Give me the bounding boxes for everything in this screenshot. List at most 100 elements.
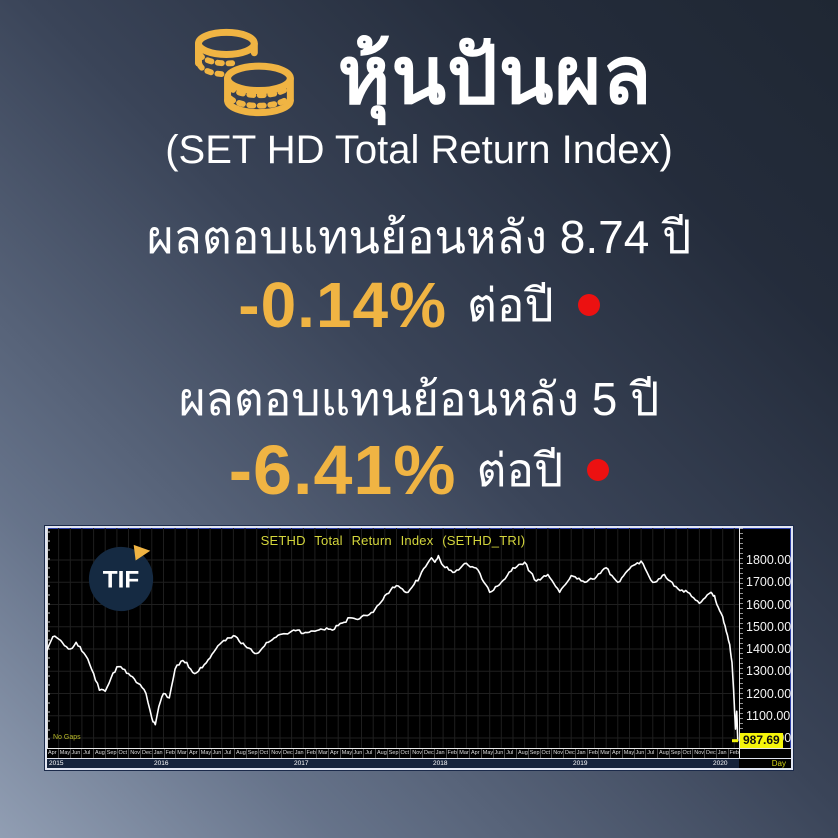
red-dot-icon (587, 459, 610, 482)
x-axis-year-label: 2016 (154, 760, 169, 768)
x-axis-month-label: Aug (93, 749, 105, 759)
x-axis-month-label: Jan (574, 749, 586, 759)
x-axis-month-label: May (198, 749, 211, 759)
stat1-value-row: -0.14% ต่อปี (0, 268, 838, 342)
x-axis-month-label: Nov (551, 749, 563, 759)
x-axis-month-label: Jan (151, 749, 163, 759)
x-axis-month-label: Mar (316, 749, 328, 759)
x-axis-month-label: Mar (457, 749, 469, 759)
no-gaps-note: No Gaps (53, 734, 81, 742)
x-axis-month-label: Aug (657, 749, 669, 759)
red-dot-icon (577, 294, 600, 317)
x-axis-month-label: Dec (281, 749, 293, 759)
x-axis-months: Apr May Jun Jul Aug Sep Oct Nov Dec Jan Feb Mar Apr M… (47, 749, 739, 759)
x-axis-month-label: Nov (692, 749, 704, 759)
svg-text:TIF: TIF (103, 567, 139, 594)
y-axis-panel: 987.69 1800.00 1700.00 1600.00 1500.00 1400.… (740, 528, 792, 749)
x-axis-month-label: Jan (292, 749, 304, 759)
y-axis-tick-label: 1400.00 (746, 642, 792, 657)
x-axis-month-label: Jun (633, 749, 645, 759)
x-axis-month-label: Mar (598, 749, 610, 759)
x-axis-month-label: Dec (140, 749, 152, 759)
x-axis-month-label: Oct (539, 749, 551, 759)
x-axis-year-label: 2017 (294, 760, 309, 768)
x-axis-month-label: Apr (328, 749, 339, 759)
x-axis-separator (739, 749, 740, 759)
last-price-badge: 987.69 (740, 733, 783, 749)
x-axis-month-label: Jul (81, 749, 93, 759)
x-axis-month-label: Sep (527, 749, 540, 759)
x-axis-month-label: Apr (469, 749, 480, 759)
x-axis-month-label: Dec (704, 749, 716, 759)
x-axis-year-label: 2019 (573, 760, 588, 768)
x-axis-month-label: Aug (516, 749, 528, 759)
x-axis-unit-label: Day (771, 759, 786, 769)
page-subtitle: (SET HD Total Return Index) (165, 128, 673, 172)
stat2-value: -6.41% (228, 431, 457, 510)
y-axis-minor-ticks (740, 528, 743, 749)
x-axis-month-label: Jul (363, 749, 375, 759)
x-axis-year-label: 2015 (49, 760, 64, 768)
x-axis-month-label: Mar (175, 749, 187, 759)
x-axis-month-label: Jun (210, 749, 222, 759)
y-axis-tick-label: 1100.00 (746, 709, 791, 724)
x-axis-year-label: 2018 (433, 760, 448, 768)
price-chart: SETHD Total Return Index (SETHD_TRI) TIF… (45, 526, 793, 771)
y-axis-tick-label: 1500.00 (746, 620, 792, 635)
coins-icon (194, 28, 294, 117)
x-axis-month-label: Jul (222, 749, 234, 759)
stat1-unit: ต่อปี (467, 278, 554, 331)
x-axis-month-label: Oct (116, 749, 128, 759)
x-axis-year-label: 2020 (713, 760, 728, 768)
x-axis-month-label: Sep (668, 749, 681, 759)
x-axis-month-label: Oct (680, 749, 692, 759)
x-axis-month-label: Feb (163, 749, 175, 759)
x-axis-month-label: Jan (715, 749, 727, 759)
x-axis-month-label: May (621, 749, 634, 759)
x-axis-month-label: Apr (610, 749, 621, 759)
stat1-label: ผลตอบแทนย้อนหลัง 8.74 ปี (146, 211, 692, 263)
x-axis-month-label: Jul (504, 749, 516, 759)
stat2-unit: ต่อปี (476, 443, 564, 496)
x-axis-month-label: Dec (563, 749, 575, 759)
x-axis-month-label: Dec (422, 749, 434, 759)
x-axis-month-label: Jun (69, 749, 81, 759)
y-axis-tick-label: 1300.00 (746, 664, 792, 679)
y-axis-line (739, 528, 740, 749)
x-axis-month-label: Feb (727, 749, 739, 759)
chart-title: SETHD Total Return Index (SETHD_TRI) (260, 533, 526, 549)
x-axis-month-label: Jul (645, 749, 657, 759)
x-axis-month-label: May (480, 749, 493, 759)
x-axis-month-label: Nov (410, 749, 422, 759)
day-cap (739, 759, 791, 769)
tif-logo: TIF (88, 545, 154, 612)
y-axis-tick-label: 1200.00 (746, 687, 792, 702)
stat2-label: ผลตอบแทนย้อนหลัง 5 ปี (178, 373, 660, 426)
x-axis-month-label: Apr (187, 749, 198, 759)
x-axis-years-row: Day 2015 2016 2017 2018 2019 2020 (47, 758, 791, 769)
x-axis-month-label: Nov (128, 749, 140, 759)
y-axis-tick-label: 1800.00 (746, 553, 792, 568)
x-axis-month-label: May (339, 749, 352, 759)
x-axis-month-label: Sep (245, 749, 258, 759)
x-axis-month-label: Nov (269, 749, 281, 759)
x-axis-month-label: Aug (375, 749, 387, 759)
x-axis-month-label: Feb (445, 749, 457, 759)
x-axis-month-label: Aug (234, 749, 246, 759)
x-axis-month-label: Jan (433, 749, 445, 759)
x-axis-month-label: Sep (386, 749, 399, 759)
x-axis-month-label: Sep (104, 749, 117, 759)
x-axis-month-label: Feb (304, 749, 316, 759)
y-axis-tick-label: 1700.00 (746, 575, 792, 590)
x-axis-month-label: Jun (492, 749, 504, 759)
y-axis-tick-label: 1600.00 (746, 598, 792, 613)
x-axis-month-label: Oct (398, 749, 410, 759)
stat1-value: -0.14% (238, 269, 448, 342)
stat2-value-row: -6.41% ต่อปี (0, 430, 838, 510)
x-axis-month-label: Apr (48, 750, 57, 757)
x-axis-month-label: May (57, 749, 70, 759)
page-title: หุ้นปันผล (337, 31, 653, 120)
x-axis-months-row: Apr May Jun Jul Aug Sep Oct Nov Dec Jan Feb Mar Apr M… (47, 748, 791, 759)
x-axis-month-label: Feb (586, 749, 598, 759)
header: หุ้นปันผล (0, 0, 838, 126)
